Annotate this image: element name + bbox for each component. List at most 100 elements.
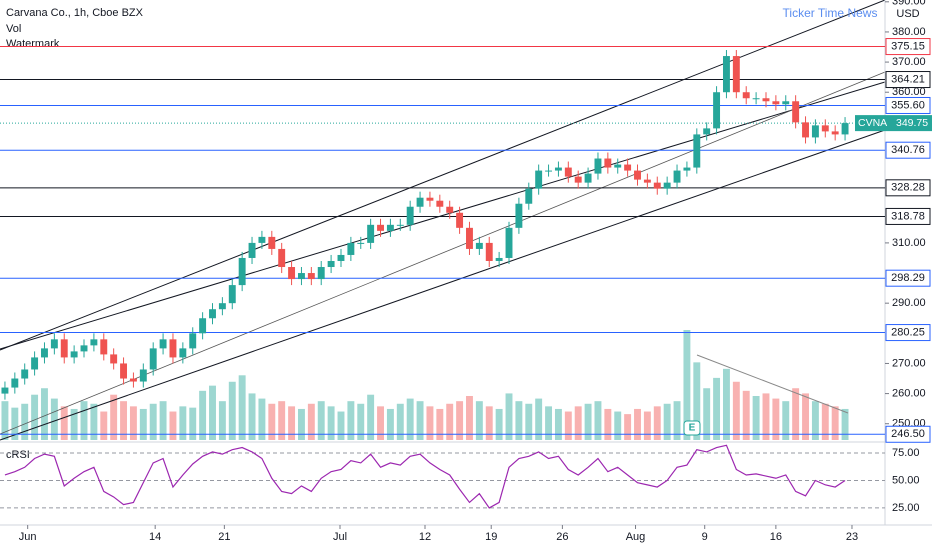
volume-bar (673, 401, 681, 440)
candle-body (307, 273, 315, 280)
volume-bar (129, 406, 137, 440)
volume-bar (21, 403, 29, 440)
candle-body (70, 351, 78, 358)
x-tick-label: 9 (702, 531, 708, 543)
y-tick-label: 310.00 (892, 237, 926, 249)
candle-body (327, 260, 335, 268)
candle-body (535, 170, 543, 189)
candle-body (377, 224, 384, 231)
level-label: 355.60 (891, 99, 925, 111)
volume-bar (693, 362, 701, 440)
candle-body (456, 212, 464, 228)
level-label: 375.15 (891, 40, 925, 52)
volume-bar (179, 406, 187, 440)
channel-upper (0, 81, 886, 350)
volume-bar (406, 398, 414, 440)
candle-body (238, 257, 246, 286)
candle-body (347, 242, 355, 255)
volume-bar (722, 368, 730, 440)
candle-body (248, 242, 256, 258)
x-tick-label: 12 (419, 531, 431, 543)
candle-body (802, 122, 809, 138)
x-tick-label: 19 (485, 531, 497, 543)
volume-bar (1, 401, 9, 440)
candle-body (100, 339, 108, 355)
earnings-badge (683, 420, 701, 436)
candle-body (683, 167, 691, 171)
volume-bar (90, 403, 98, 440)
y-tick-label: 380.00 (892, 26, 926, 38)
x-tick-label: Aug (626, 531, 646, 543)
candle-body (762, 98, 770, 102)
candle-body (594, 158, 602, 174)
candle-body (357, 242, 365, 244)
candle-body (189, 333, 197, 349)
candle-body (416, 197, 424, 207)
candle-body (792, 101, 800, 123)
volume-bar (327, 406, 335, 440)
volume-bar (634, 408, 641, 440)
volume-bar (357, 403, 365, 440)
volume-bar (772, 398, 780, 440)
x-tick-label: Jun (19, 531, 37, 543)
volume-bar (574, 406, 582, 440)
volume-bar (782, 401, 790, 440)
candle-body (11, 378, 19, 388)
volume-bar (209, 385, 216, 440)
volume-bar (742, 390, 750, 440)
candle-body (268, 236, 276, 249)
candle-body (466, 227, 473, 249)
volume-bar (60, 406, 68, 440)
candle-body (120, 363, 128, 379)
volume-bar (515, 401, 523, 440)
candle-body (475, 242, 483, 249)
candle-body (673, 170, 681, 183)
volume-bar (11, 407, 19, 440)
volume-bar (396, 403, 404, 440)
y-tick-label: 270.00 (892, 357, 926, 369)
volume-bar (841, 408, 849, 440)
candle-body (278, 248, 286, 268)
candle-body (782, 101, 790, 105)
volume-bar (485, 406, 493, 440)
currency: USD (896, 8, 919, 20)
candle-body (218, 303, 226, 310)
volume-bar (50, 398, 58, 440)
volume-bar (347, 401, 355, 440)
candle-body (703, 128, 711, 135)
candle-body (258, 236, 266, 243)
candle-body (495, 257, 503, 261)
volume-bar (307, 403, 315, 440)
candle-body (515, 203, 523, 228)
rsi-label: cRSI (6, 449, 30, 461)
volume-bar (604, 408, 612, 440)
candle-body (831, 131, 839, 135)
volume-bar (446, 403, 454, 440)
candle-body (31, 357, 39, 370)
candle-body (337, 254, 345, 261)
candle-body (209, 309, 216, 319)
candle-body (505, 227, 513, 258)
volume-bar (762, 393, 770, 440)
candle-body (841, 123, 849, 135)
candle-body (693, 134, 701, 168)
candle-body (436, 200, 444, 207)
y-tick-label: 260.00 (892, 387, 926, 399)
candle-body (317, 267, 325, 280)
x-tick-label: 21 (218, 531, 230, 543)
rsi-tick-label: 25.00 (892, 502, 920, 514)
candle-body (139, 369, 147, 382)
candle-body (485, 242, 493, 261)
level-badge (885, 96, 931, 114)
candle-body (584, 173, 592, 183)
volume-bar (317, 401, 325, 440)
volume-bar (228, 381, 236, 440)
volume-bar (811, 401, 819, 440)
rsi-line (4, 444, 846, 509)
volume-bar (70, 408, 78, 440)
candle-body (614, 164, 622, 168)
volume-trendline (696, 354, 849, 414)
symbol-label: CVNA (858, 117, 887, 129)
volume-bar (416, 401, 424, 440)
